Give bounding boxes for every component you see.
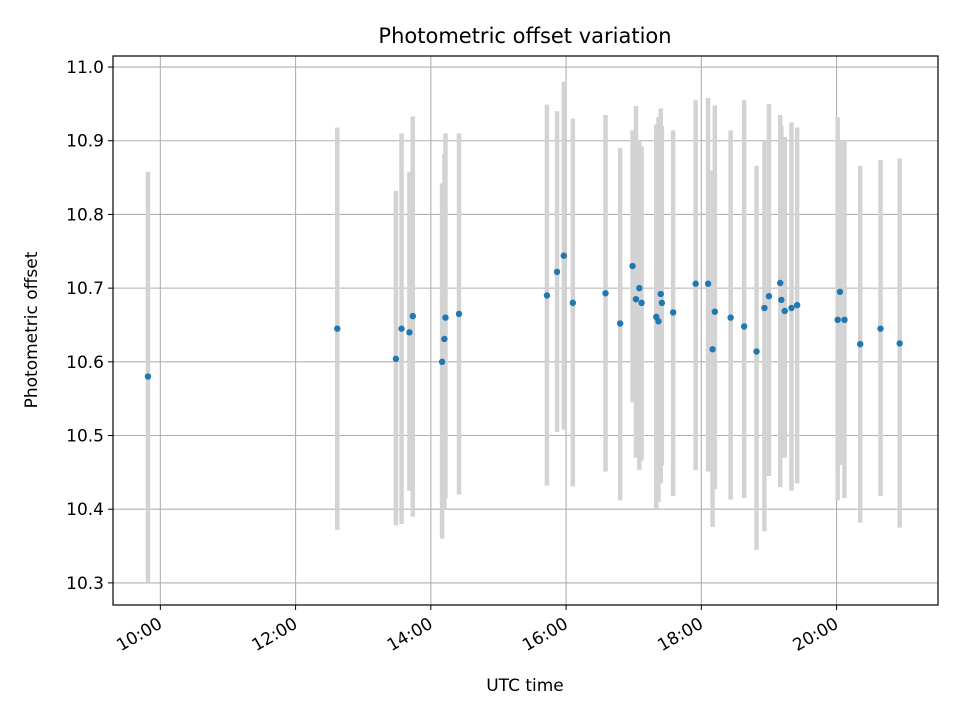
data-point [543, 292, 551, 299]
data-point [896, 340, 903, 347]
y-tick-label: 10.5 [66, 427, 104, 447]
data-point [334, 325, 341, 332]
data-point [781, 307, 788, 315]
data-point [765, 293, 773, 300]
data-point [632, 295, 640, 303]
y-axis-ticks: 10.3 10.4 10.5 10.6 10.7 10.8 10.9 11.0 [66, 58, 113, 594]
data-point [711, 308, 719, 315]
data-point [692, 280, 699, 287]
data-point [409, 312, 416, 320]
data-point [442, 314, 449, 321]
y-tick-label: 10.8 [66, 205, 104, 225]
data-point [629, 262, 636, 270]
chart-title: Photometric offset variation [378, 24, 671, 48]
data-point [777, 279, 784, 287]
data-point [144, 373, 152, 380]
data-point [406, 329, 413, 336]
data-point [657, 290, 664, 298]
data-point [753, 348, 760, 355]
data-point [658, 299, 666, 307]
y-tick-label: 10.4 [66, 500, 104, 520]
data-point [441, 335, 448, 343]
y-tick-label: 11.0 [66, 58, 104, 78]
data-point [455, 310, 463, 318]
data-point [669, 309, 677, 316]
data-point [704, 280, 712, 287]
data-point [778, 296, 785, 304]
data-point [740, 323, 748, 330]
data-points [144, 252, 903, 380]
data-point [602, 290, 609, 297]
data-point [761, 304, 768, 312]
y-tick-label: 10.6 [66, 353, 104, 373]
y-axis-label: Photometric offset [22, 251, 42, 408]
data-point [569, 299, 577, 307]
data-point [709, 346, 716, 353]
data-point [841, 316, 848, 324]
y-tick-label: 10.7 [66, 279, 104, 299]
x-axis-label: UTC time [486, 676, 564, 696]
data-point [636, 284, 643, 292]
data-point [727, 314, 734, 321]
data-point [560, 252, 568, 259]
data-point [877, 325, 884, 332]
data-point [438, 358, 446, 366]
y-tick-label: 10.9 [66, 132, 104, 152]
data-point [788, 304, 795, 312]
data-point [398, 325, 405, 332]
data-point [553, 268, 561, 276]
data-point [655, 318, 662, 325]
y-tick-label: 10.3 [66, 574, 104, 594]
data-point [616, 320, 624, 327]
data-point [836, 288, 844, 296]
data-point [857, 340, 864, 348]
data-point [392, 355, 400, 363]
plot-frame [112, 55, 939, 606]
data-point [793, 301, 801, 309]
data-point [638, 299, 645, 307]
data-point [834, 316, 841, 324]
